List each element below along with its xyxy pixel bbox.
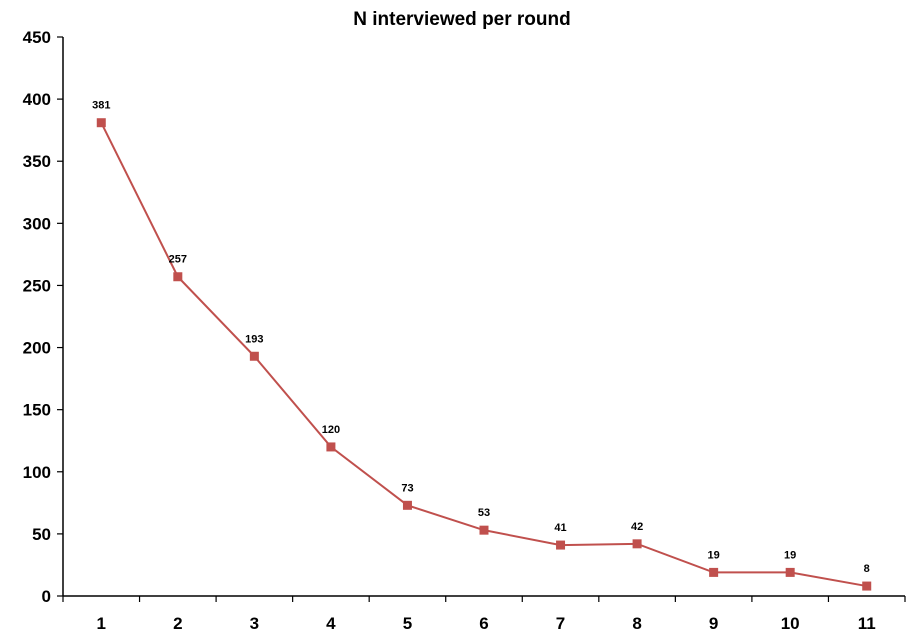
data-label: 19 xyxy=(784,549,796,561)
data-label: 73 xyxy=(401,482,413,494)
x-tick-label: 2 xyxy=(173,614,182,633)
data-label: 42 xyxy=(631,521,643,533)
data-point xyxy=(632,539,642,549)
x-tick-label: 10 xyxy=(781,614,800,633)
y-tick-label: 100 xyxy=(23,463,51,482)
data-point xyxy=(326,442,336,452)
data-point xyxy=(479,525,489,535)
y-tick-label: 350 xyxy=(23,152,51,171)
x-tick-label: 4 xyxy=(326,614,336,633)
data-point xyxy=(249,351,259,361)
x-tick-label: 6 xyxy=(479,614,488,633)
data-label: 257 xyxy=(169,254,187,266)
data-point xyxy=(785,567,795,577)
y-tick-label: 150 xyxy=(23,401,51,420)
series-line-group xyxy=(96,118,872,591)
data-label: 8 xyxy=(864,563,870,575)
y-tick-label: 0 xyxy=(42,587,51,606)
y-tick-label: 50 xyxy=(32,525,51,544)
y-tick-label: 300 xyxy=(23,214,51,233)
data-point xyxy=(96,118,106,128)
data-point xyxy=(556,540,566,550)
data-label: 120 xyxy=(322,424,340,436)
data-point xyxy=(862,581,872,591)
data-label: 53 xyxy=(478,507,490,519)
data-label: 193 xyxy=(245,333,263,345)
data-label: 381 xyxy=(92,100,110,112)
y-tick-label: 200 xyxy=(23,339,51,358)
chart-title: N interviewed per round xyxy=(353,9,570,30)
data-point xyxy=(402,500,412,510)
data-labels: 381 257 193 120 73 53 41 42 19 19 8 xyxy=(92,100,870,575)
y-axis: 0 50 100 150 200 250 300 350 400 450 xyxy=(23,28,64,606)
y-tick-label: 250 xyxy=(23,276,51,295)
x-tick-label: 11 xyxy=(858,614,876,633)
data-label: 41 xyxy=(554,522,566,534)
data-point xyxy=(709,567,719,577)
x-axis: 1 2 3 4 5 6 7 8 9 10 11 xyxy=(62,595,906,633)
x-tick-label: 9 xyxy=(709,614,718,633)
data-point xyxy=(173,272,183,282)
x-tick-label: 7 xyxy=(556,614,565,633)
x-tick-label: 1 xyxy=(97,614,106,633)
x-tick-label: 3 xyxy=(250,614,259,633)
data-label: 19 xyxy=(708,549,720,561)
y-tick-label: 400 xyxy=(23,90,51,109)
x-tick-label: 8 xyxy=(632,614,641,633)
x-tick-label: 5 xyxy=(403,614,412,633)
y-tick-label: 450 xyxy=(23,28,51,47)
